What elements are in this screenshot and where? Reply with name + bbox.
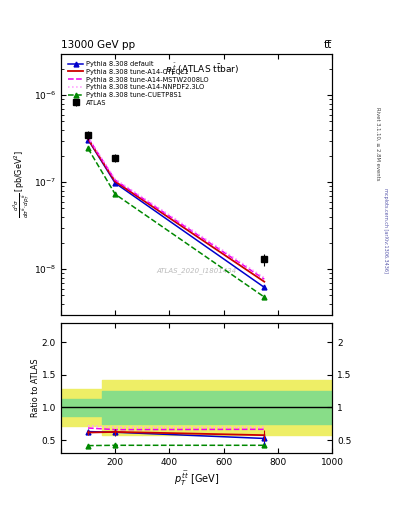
Pythia 8.308 tune-CUETP8S1 xyxy=(262,294,266,300)
Line: Pythia 8.308 tune-CUETP8S1: Pythia 8.308 tune-CUETP8S1 xyxy=(86,146,267,300)
Line: Pythia 8.308 default: Pythia 8.308 default xyxy=(86,137,267,290)
Pythia 8.308 tune-A14-CTEQL1 xyxy=(262,279,266,285)
Text: $p_T^{\,\bar{t}}$ (ATLAS t$\bar{\rm t}$bar): $p_T^{\,\bar{t}}$ (ATLAS t$\bar{\rm t}$b… xyxy=(165,61,239,78)
Pythia 8.308 tune-A14-NNPDF2.3LO xyxy=(86,134,90,140)
Pythia 8.308 tune-A14-CTEQL1 xyxy=(86,136,90,142)
Pythia 8.308 tune-A14-MSTW2008LO xyxy=(86,135,90,141)
Y-axis label: Ratio to ATLAS: Ratio to ATLAS xyxy=(31,358,40,417)
Pythia 8.308 default xyxy=(262,284,266,290)
Legend: Pythia 8.308 default, Pythia 8.308 tune-A14-CTEQL1, Pythia 8.308 tune-A14-MSTW20: Pythia 8.308 default, Pythia 8.308 tune-… xyxy=(67,60,209,107)
Pythia 8.308 tune-A14-NNPDF2.3LO xyxy=(262,274,266,281)
Pythia 8.308 tune-A14-MSTW2008LO xyxy=(113,177,118,183)
Text: ATLAS_2020_I1801434: ATLAS_2020_I1801434 xyxy=(156,267,237,274)
Pythia 8.308 default xyxy=(113,180,118,186)
Pythia 8.308 default xyxy=(86,137,90,143)
Text: tt̅: tt̅ xyxy=(324,39,332,50)
Pythia 8.308 tune-A14-MSTW2008LO xyxy=(262,276,266,282)
Pythia 8.308 tune-CUETP8S1 xyxy=(86,145,90,152)
Y-axis label: $\frac{d^2\sigma}{d\sigma^{t\bar{t}}\!\cdot\!dp_T^{t\bar{t}}}$ [pb/GeV$^2$]: $\frac{d^2\sigma}{d\sigma^{t\bar{t}}\!\c… xyxy=(11,151,32,218)
X-axis label: $p^{\,\bar{t}\bar{t}}_T$ [GeV]: $p^{\,\bar{t}\bar{t}}_T$ [GeV] xyxy=(174,470,219,488)
Line: Pythia 8.308 tune-A14-MSTW2008LO: Pythia 8.308 tune-A14-MSTW2008LO xyxy=(88,138,264,279)
Line: Pythia 8.308 tune-A14-CTEQL1: Pythia 8.308 tune-A14-CTEQL1 xyxy=(88,139,264,282)
Pythia 8.308 tune-A14-NNPDF2.3LO xyxy=(113,176,118,182)
Pythia 8.308 tune-A14-CTEQL1 xyxy=(113,179,118,185)
Pythia 8.308 tune-CUETP8S1 xyxy=(113,191,118,197)
Text: Rivet 3.1.10, ≥ 2.8M events: Rivet 3.1.10, ≥ 2.8M events xyxy=(376,106,380,180)
Text: mcplots.cern.ch [arXiv:1306.3436]: mcplots.cern.ch [arXiv:1306.3436] xyxy=(383,188,387,273)
Line: Pythia 8.308 tune-A14-NNPDF2.3LO: Pythia 8.308 tune-A14-NNPDF2.3LO xyxy=(88,137,264,278)
Text: 13000 GeV pp: 13000 GeV pp xyxy=(61,39,135,50)
